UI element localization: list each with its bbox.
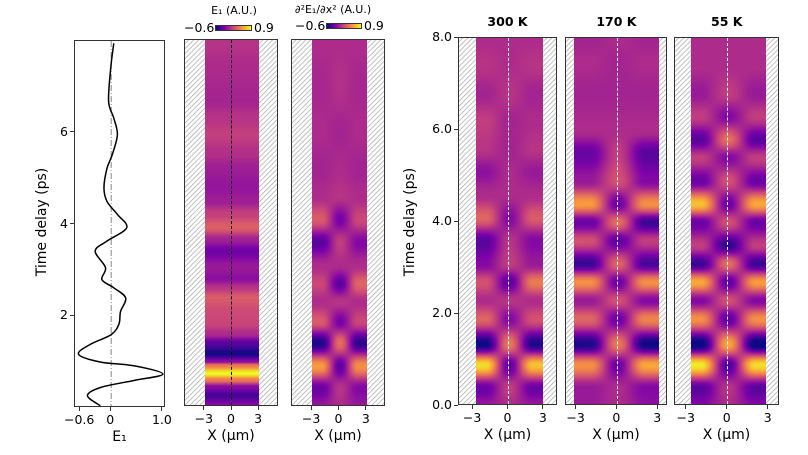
panel-0 — [74, 40, 165, 407]
hatch-right — [659, 38, 666, 404]
hatch-right — [542, 38, 556, 404]
x-tick-mark — [575, 405, 577, 409]
x-tick-label: 3 — [653, 410, 662, 425]
center-dashed-line — [231, 40, 233, 405]
x-tick-label: 0 — [503, 410, 512, 425]
x-axis-label: X (μm) — [207, 428, 255, 444]
x-tick-label: 0 — [722, 410, 731, 425]
hatch-left — [459, 38, 476, 404]
y-tick-label: 2.0 — [432, 305, 452, 320]
colorbar-d2e1-title: ∂²E₁/∂x² (A.U.) — [294, 3, 372, 16]
hatch-right — [259, 40, 277, 405]
y-tick-mark — [454, 128, 458, 130]
hatch-right — [766, 38, 778, 404]
y-tick-mark — [70, 131, 74, 133]
y-tick-label: 8.0 — [432, 29, 452, 44]
left-y-axis-label: Time delay (ps) — [34, 167, 50, 277]
x-tick-label: 1.0 — [151, 412, 172, 427]
x-tick-label: 0 — [612, 410, 621, 425]
panel-3 — [458, 37, 557, 405]
center-dashed-line — [727, 38, 729, 404]
x-tick-label: 0 — [334, 411, 343, 426]
panel-5 — [674, 37, 779, 405]
colorbar-e1-max: 0.9 — [254, 20, 274, 35]
x-tick-mark — [203, 406, 205, 410]
x-tick-mark — [726, 405, 728, 409]
panel-4 — [565, 37, 667, 405]
x-tick-mark — [78, 407, 80, 411]
x-tick-mark — [615, 405, 617, 409]
hatch-left — [566, 38, 575, 404]
hatch-left — [675, 38, 691, 404]
panel-title: 55 K — [711, 14, 743, 29]
hatch-left — [292, 40, 313, 405]
x-tick-mark — [767, 405, 769, 409]
x-axis-label: X (μm) — [314, 428, 362, 444]
x-tick-label: 3 — [361, 411, 370, 426]
colorbar-d2e1 — [326, 23, 362, 29]
heatmap-2 — [312, 40, 368, 405]
x-tick-mark — [257, 406, 259, 410]
e1-curve — [77, 43, 164, 406]
x-axis-label: X (μm) — [483, 427, 532, 443]
y-tick-mark — [454, 220, 458, 222]
colorbar-d2e1-max: 0.9 — [364, 18, 384, 33]
x-axis-label: X (μm) — [702, 427, 751, 443]
line-plot — [77, 41, 164, 406]
x-axis-label: E₁ — [112, 429, 127, 445]
x-tick-mark — [656, 405, 658, 409]
panel-1 — [184, 39, 278, 406]
x-tick-label: −3 — [676, 410, 695, 425]
colorbar-e1 — [215, 25, 252, 31]
x-tick-mark — [161, 407, 163, 411]
x-tick-mark — [337, 406, 339, 410]
x-tick-mark — [685, 405, 687, 409]
colorbar-e1-title: E₁ (A.U.) — [211, 4, 257, 17]
x-tick-label: 3 — [763, 410, 772, 425]
x-tick-mark — [310, 406, 312, 410]
x-tick-mark — [542, 405, 544, 409]
y-tick-label: 6 — [60, 123, 68, 139]
x-tick-label: −3 — [301, 411, 321, 426]
y-tick-mark — [454, 404, 458, 406]
x-tick-label: 0 — [227, 411, 235, 426]
y-tick-mark — [454, 312, 458, 314]
x-tick-label: 0 — [106, 412, 115, 427]
x-tick-mark — [230, 406, 232, 410]
heatmap-4 — [574, 38, 660, 404]
x-tick-label: −3 — [462, 410, 482, 425]
heatmap-3 — [475, 38, 543, 404]
y-tick-mark — [70, 314, 74, 316]
heatmap-5 — [690, 38, 766, 404]
x-tick-label: 3 — [538, 410, 547, 425]
x-tick-mark — [109, 407, 111, 411]
y-tick-mark — [454, 36, 458, 38]
y-tick-label: 0.0 — [432, 397, 452, 412]
x-tick-mark — [471, 405, 473, 409]
y-tick-label: 4.0 — [432, 213, 452, 228]
panel-2 — [291, 39, 385, 406]
colorbar-d2e1-min: −0.6 — [295, 18, 326, 33]
x-tick-label: −3 — [566, 410, 585, 425]
panel-title: 300 K — [487, 14, 528, 29]
x-axis-label: X (μm) — [592, 427, 640, 443]
panel-title: 170 K — [596, 14, 637, 29]
x-tick-label: −0.6 — [63, 412, 95, 427]
colorbar-e1-min: −0.6 — [184, 20, 215, 35]
y-tick-label: 4 — [60, 215, 68, 231]
x-tick-label: −3 — [194, 411, 214, 426]
center-dashed-line — [616, 38, 618, 404]
x-tick-label: 3 — [254, 411, 263, 426]
y-tick-mark — [70, 223, 74, 224]
y-tick-label: 6.0 — [432, 121, 452, 136]
center-dashed-line — [507, 38, 509, 404]
y-tick-label: 2 — [60, 307, 68, 323]
x-tick-mark — [507, 405, 508, 409]
right-y-axis-label: Time delay (ps) — [402, 167, 418, 277]
hatch-left — [185, 40, 205, 405]
hatch-right — [366, 40, 384, 405]
x-tick-mark — [365, 406, 367, 410]
